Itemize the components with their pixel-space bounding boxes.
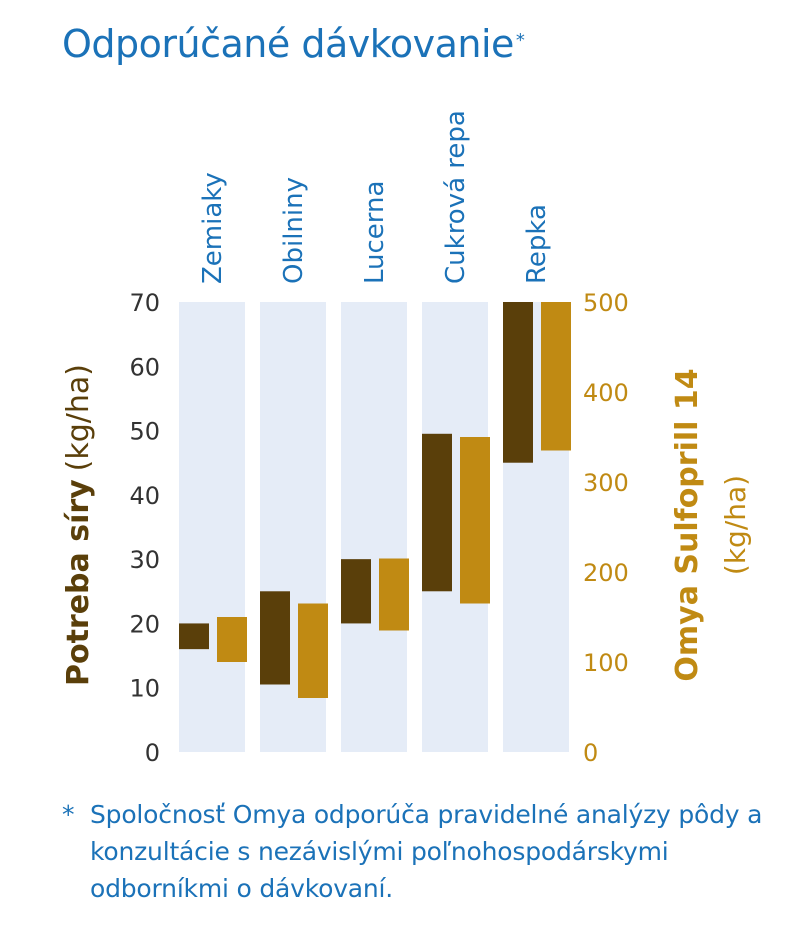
left-axis-ticks: 0 10 20 30 40 50 60 70	[129, 289, 160, 767]
category-label: Zemiaky	[198, 172, 228, 284]
left-axis-label: Potreba síry (kg/ha)	[61, 364, 96, 686]
sulfur-demand-bar	[179, 623, 209, 650]
left-axis-label-unit: (kg/ha)	[61, 364, 96, 471]
sulfur-demand-bar	[503, 302, 533, 463]
footnote: * Spoločnosť Omya odporúča pravidelné an…	[62, 796, 782, 907]
category-label: Obilniny	[279, 177, 309, 284]
right-axis-ticks: 0 100 200 300 400 500	[583, 289, 629, 767]
chart-title: Odporúčané dávkovanie *	[62, 22, 525, 66]
sulfoprill-dose-bar	[460, 437, 490, 604]
left-tick-label: 0	[145, 739, 160, 767]
left-tick-label: 30	[129, 546, 160, 574]
category-label: Repka	[522, 204, 552, 284]
right-tick-label: 500	[583, 289, 629, 317]
category-label: Cukrová repa	[441, 110, 471, 284]
category-panel	[179, 302, 245, 752]
title-asterisk: *	[515, 30, 525, 51]
right-tick-label: 300	[583, 469, 629, 497]
sulfoprill-dose-bar	[379, 558, 409, 631]
left-tick-label: 70	[129, 289, 160, 317]
sulfur-demand-bar	[422, 433, 452, 592]
right-tick-label: 100	[583, 649, 629, 677]
right-axis-label: Omya Sulfoprill 14	[670, 368, 705, 681]
right-tick-label: 200	[583, 559, 629, 587]
sulfoprill-dose-bar	[298, 603, 328, 698]
right-tick-label: 400	[583, 379, 629, 407]
footnote-asterisk: *	[62, 800, 75, 829]
range-bars	[179, 302, 571, 698]
left-tick-label: 10	[129, 675, 160, 703]
left-tick-label: 20	[129, 610, 160, 638]
right-axis-unit: (kg/ha)	[719, 475, 752, 575]
right-tick-label: 0	[583, 739, 598, 767]
left-tick-label: 60	[129, 353, 160, 381]
left-tick-label: 50	[129, 418, 160, 446]
category-label: Lucerna	[360, 181, 390, 284]
left-axis-label-bold: Potreba síry	[61, 479, 96, 686]
left-tick-label: 40	[129, 482, 160, 510]
category-panel	[341, 302, 407, 752]
sulfoprill-dose-bar	[541, 302, 571, 451]
footnote-text: Spoločnosť Omya odporúča pravidelné anal…	[90, 800, 763, 903]
sulfoprill-dose-bar	[217, 617, 247, 662]
sulfur-demand-bar	[260, 591, 290, 685]
range-chart: Zemiaky Obilniny Lucerna Cukrová repa Repka …	[61, 110, 752, 767]
sulfur-demand-bar	[341, 559, 371, 624]
category-labels: Zemiaky Obilniny Lucerna Cukrová repa Repka	[198, 110, 552, 284]
